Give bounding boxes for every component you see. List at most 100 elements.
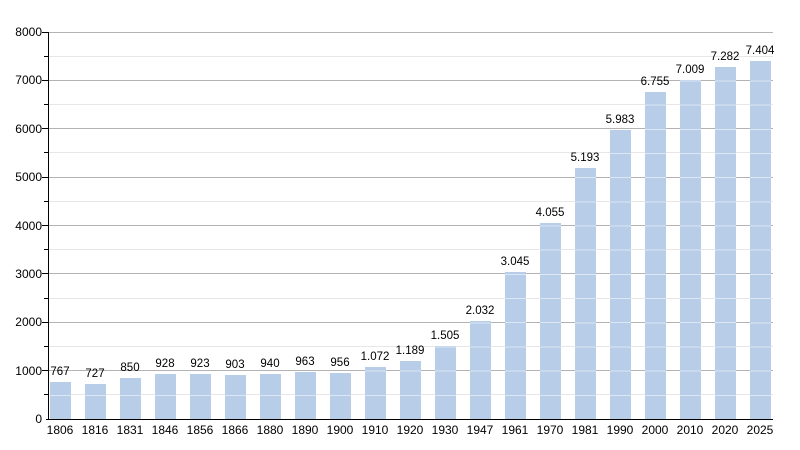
x-axis-tick-label: 1806 [46,423,74,437]
bar-value-label: 903 [225,359,245,372]
bar-value-label: 2.032 [465,304,495,317]
gridline-major [49,321,773,323]
x-axis-tick-label: 1910 [361,423,389,437]
bar [154,374,176,419]
bar [329,372,351,419]
x-axis-tick-label: 1981 [571,423,599,437]
x-axis-tick-label: 1846 [151,423,179,437]
bar [679,79,701,419]
x-axis-tick-label: 1990 [606,423,634,437]
y-axis-major-tick-mark [42,273,48,275]
x-axis-tick-label: 2020 [711,423,739,437]
x-axis-tick-label: 2025 [746,423,774,437]
x-axis-tick-label: 2010 [676,423,704,437]
y-axis-tick-label: 4000 [15,218,42,233]
bar [469,320,491,419]
bar-value-label: 1.189 [395,345,425,358]
gridline-minor [49,345,773,347]
bar-value-label: 7.404 [745,44,775,57]
x-axis-tick-label: 1961 [501,423,529,437]
x-axis-tick-label: 1920 [396,423,424,437]
bar [399,361,421,419]
bar [714,66,736,419]
y-axis-minor-tick-mark [44,394,48,396]
y-axis-minor-tick-mark [44,104,48,106]
y-axis-major-tick-mark [42,128,48,130]
gridline-minor [49,249,773,251]
y-axis-major-tick-mark [42,31,48,33]
y-axis-major-tick-mark [42,79,48,81]
y-axis-tick-label: 5000 [15,170,42,185]
bar-value-label: 727 [85,367,105,380]
gridline-minor [49,104,773,106]
y-axis-major-tick-mark [42,176,48,178]
y-axis-tick-label: 8000 [15,25,42,39]
y-axis-minor-tick-mark [44,345,48,347]
bar-value-label: 4.055 [535,206,565,219]
gridline-major [49,79,773,81]
y-axis-major-tick-mark [42,370,48,372]
y-axis-minor-tick-mark [44,55,48,57]
y-axis-line [47,32,49,420]
gridline-major [49,31,773,33]
bar [224,375,246,419]
bar [434,346,456,419]
y-axis-tick-label: 7000 [15,73,42,88]
y-axis-tick-label: 1000 [15,363,42,378]
bar-value-label: 923 [190,358,210,371]
bar-value-label: 956 [330,356,350,369]
bar-value-label: 7.282 [710,50,740,63]
bar [84,383,106,419]
x-axis-tick-label: 2000 [641,423,669,437]
bar-value-label: 767 [50,365,70,378]
gridline-major [49,128,773,130]
bar-value-label: 1.072 [360,351,390,364]
gridline-minor [49,55,773,57]
x-axis-tick-label: 1880 [256,423,284,437]
bar-value-label: 850 [120,361,140,374]
gridline-major [49,176,773,178]
bar-value-label: 1.505 [430,330,460,343]
bar-value-label: 7.009 [675,63,705,76]
gridline-minor [49,297,773,299]
y-axis-major-tick-mark [42,321,48,323]
bar-value-label: 940 [260,357,280,370]
bar-value-label: 5.983 [605,113,635,126]
x-axis-tick-label: 1816 [81,423,109,437]
bar [749,60,771,419]
x-axis-tick-label: 1890 [291,423,319,437]
bar [189,374,211,419]
bar [259,373,281,419]
bar [504,271,526,419]
bar [644,92,666,419]
gridline-minor [49,200,773,202]
bar-value-label: 928 [155,358,175,371]
bar [574,167,596,419]
bar-value-label: 963 [295,356,315,369]
bar [49,381,71,419]
y-axis-tick-label: 3000 [15,266,42,281]
bar-value-label: 3.045 [500,255,530,268]
bar-value-label: 6.755 [640,76,670,89]
x-axis-tick-label: 1947 [466,423,494,437]
y-axis-tick-label: 0 [35,412,42,426]
bar [539,222,561,419]
gridline-major [49,273,773,275]
y-axis-minor-tick-mark [44,249,48,251]
gridline-minor [49,152,773,154]
y-axis-tick-label: 2000 [15,315,42,330]
bar [609,129,631,419]
x-axis-tick-label: 1856 [186,423,214,437]
y-axis-minor-tick-mark [44,200,48,202]
x-axis-tick-label: 1900 [326,423,354,437]
bar [294,372,316,419]
x-axis-tick-label: 1866 [221,423,249,437]
gridline-major [49,225,773,226]
x-axis-tick-label: 1970 [536,423,564,437]
bar-value-label: 5.193 [570,151,600,164]
y-axis-tick-label: 6000 [15,121,42,136]
x-axis-line [46,418,773,420]
y-axis-minor-tick-mark [44,152,48,154]
bar [364,367,386,419]
